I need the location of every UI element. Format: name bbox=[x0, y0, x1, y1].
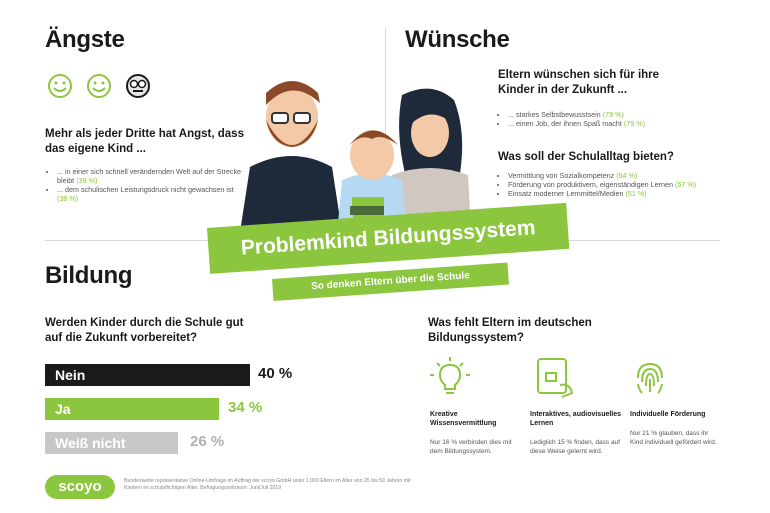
fehlt-column-3: Individuelle Förderung Nur 21 % glauben,… bbox=[630, 410, 720, 447]
bildung-question: Werden Kinder durch die Schule gut auf d… bbox=[45, 317, 244, 344]
pct-nein: 40 % bbox=[258, 365, 293, 382]
footer-note: Bundesweite repräsentative Online-Umfrag… bbox=[124, 478, 411, 491]
horizontal-divider-right bbox=[555, 240, 720, 241]
fehlt-icon-fingerprint bbox=[630, 358, 670, 403]
fehlt-question: Was fehlt Eltern im deutschen Bildungssy… bbox=[428, 317, 592, 344]
bildung-title: Bildung bbox=[45, 262, 133, 289]
horizontal-divider-left bbox=[45, 240, 250, 241]
bar-weiss-nicht: Weiß nicht bbox=[45, 432, 179, 454]
pct-weiss-nicht: 26 % bbox=[190, 433, 225, 450]
bar-ja: Ja bbox=[45, 398, 220, 420]
schulalltag-list: Vermittlung von Sozialkompetenz (64 %) F… bbox=[498, 171, 728, 198]
column-text: Lediglich 15 % finden, dass auf diese We… bbox=[530, 439, 620, 455]
tablet-hand-icon bbox=[537, 358, 574, 398]
column-text: Nur 21 % glauben, dass ihr Kind individu… bbox=[630, 430, 717, 446]
column-heading: Kreative Wissensvermittlung bbox=[430, 411, 497, 427]
pct-ja: 34 % bbox=[228, 399, 263, 416]
schulalltag-question: Was soll der Schulalltag bieten? bbox=[498, 151, 674, 163]
list-item: Vermittlung von Sozialkompetenz (64 %) bbox=[508, 171, 728, 180]
scoyo-logo: scoyo bbox=[45, 475, 115, 499]
column-heading: Interaktives, audiovisuelles Lernen bbox=[530, 411, 622, 427]
vertical-divider bbox=[385, 28, 386, 228]
list-item: Einsatz moderner Lernmittel/Medien (51 %… bbox=[508, 189, 728, 198]
column-heading: Individuelle Förderung bbox=[630, 411, 706, 418]
angste-list: ... in einer sich schnell verändernden W… bbox=[47, 167, 242, 203]
list-item: Förderung von produktivem, eigenständige… bbox=[508, 180, 728, 189]
bar-nein: Nein bbox=[45, 364, 250, 386]
fehlt-column-2: Interaktives, audiovisuelles Lernen Ledi… bbox=[530, 410, 622, 456]
wunsche-question: Eltern wünschen sich für ihre Kinder in … bbox=[498, 69, 660, 96]
wunsche-title: Wünsche bbox=[405, 26, 510, 53]
fingerprint-icon bbox=[637, 362, 663, 394]
fehlt-icon-tablet bbox=[532, 355, 576, 404]
smiley-faces-icon bbox=[48, 74, 150, 98]
angste-question: Mehr als jeder Dritte hat Angst, dass da… bbox=[45, 128, 244, 155]
angste-title: Ängste bbox=[45, 26, 125, 53]
list-item: ... in einer sich schnell verändernden W… bbox=[57, 167, 242, 185]
list-item: ... starkes Selbstbewusstsein (79 %) bbox=[508, 110, 708, 119]
lightbulb-icon bbox=[430, 357, 470, 394]
subtitle-banner: So denken Eltern über die Schule bbox=[272, 262, 509, 301]
list-item: ... dem schulischen Leistungsdruck nicht… bbox=[57, 185, 242, 203]
fehlt-icon-lightbulb bbox=[428, 355, 472, 404]
column-text: Nur 16 % verbinden dies mit dem Bildungs… bbox=[430, 439, 512, 455]
wunsche-list: ... starkes Selbstbewusstsein (79 %) ...… bbox=[498, 110, 708, 128]
smiley-icons bbox=[47, 73, 157, 101]
fehlt-column-1: Kreative Wissensvermittlung Nur 16 % ver… bbox=[430, 410, 512, 456]
list-item: ... einen Job, der ihnen Spaß macht (79 … bbox=[508, 119, 708, 128]
